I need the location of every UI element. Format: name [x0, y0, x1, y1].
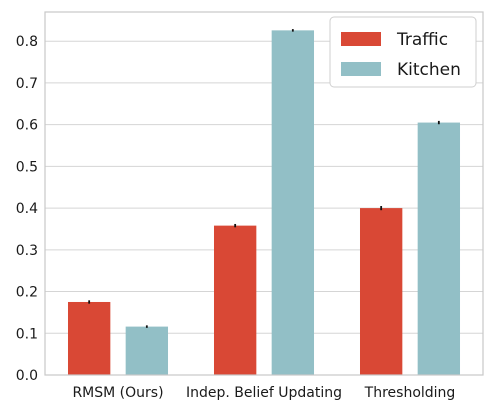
y-tick-label: 0.4 [16, 201, 38, 217]
y-tick-label: 0.1 [16, 326, 38, 342]
bar-kitchen-1 [271, 30, 315, 376]
y-tick-label: 0.3 [16, 243, 38, 259]
bar-traffic-2 [359, 208, 403, 375]
bar-kitchen-0 [125, 326, 169, 375]
y-tick-label: 0.6 [16, 118, 38, 134]
y-tick-label: 0.0 [16, 368, 38, 384]
x-category-label: RMSM (Ours) [72, 385, 163, 401]
x-category-label: Thresholding [364, 385, 456, 401]
legend-swatch-traffic [341, 32, 381, 46]
legend: Traffic Kitchen [329, 16, 477, 88]
plot-frame [44, 11, 484, 376]
y-tick-label: 0.5 [16, 159, 38, 175]
x-category-label: Indep. Belief Updating [186, 385, 342, 401]
y-axis-ticks: 0.0 0.1 0.2 0.3 0.4 0.5 0.6 0.7 0.8 [16, 34, 38, 384]
legend-swatch-kitchen [341, 62, 381, 76]
y-tick-label: 0.2 [16, 285, 38, 301]
error-bars [88, 29, 440, 328]
legend-label-kitchen: Kitchen [397, 60, 461, 80]
y-tick-label: 0.8 [16, 34, 38, 50]
bar-traffic-1 [213, 225, 257, 375]
bar-kitchen-2 [417, 122, 461, 375]
legend-label-traffic: Traffic [396, 30, 448, 50]
grid-lines [45, 40, 483, 376]
bars [67, 30, 461, 376]
x-axis-categories: RMSM (Ours) Indep. Belief Updating Thresho… [72, 385, 455, 401]
bar-traffic-0 [67, 301, 111, 375]
y-tick-label: 0.7 [16, 76, 38, 92]
